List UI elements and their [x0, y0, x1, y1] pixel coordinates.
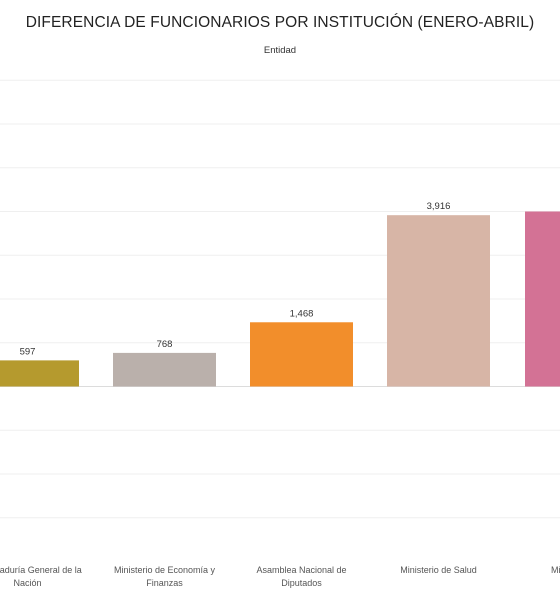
data-label: 3,916 [427, 201, 451, 212]
bar [250, 322, 353, 387]
bar [113, 352, 216, 387]
tick-label: Ministerio de [551, 565, 560, 575]
tick-label: Ministerio de Economía y [114, 565, 216, 575]
bar [0, 360, 79, 387]
data-label: 768 [157, 339, 173, 350]
data-label: 1,468 [290, 308, 314, 319]
chart-subtitle: Entidad [263, 45, 297, 56]
tick-label: Finanzas [146, 578, 183, 588]
tick-label: Ministerio de Salud [400, 565, 477, 575]
tick-label: Nación [13, 578, 41, 588]
tick-label: Diputados [281, 578, 322, 588]
bar [525, 211, 560, 387]
chart-title: DIFERENCIA DE FUNCIONARIOS POR INSTITUCI… [25, 14, 535, 31]
tick-label: Procuraduría General de la [0, 565, 82, 575]
data-label: 597 [20, 346, 36, 357]
value-labels: 597 768 1,468 3,916 [20, 201, 451, 357]
bar [387, 215, 490, 387]
bars [0, 211, 560, 387]
category-labels: Procuraduría General de la Nación Minister… [0, 565, 560, 588]
tick-label: Asamblea Nacional de [256, 565, 346, 575]
